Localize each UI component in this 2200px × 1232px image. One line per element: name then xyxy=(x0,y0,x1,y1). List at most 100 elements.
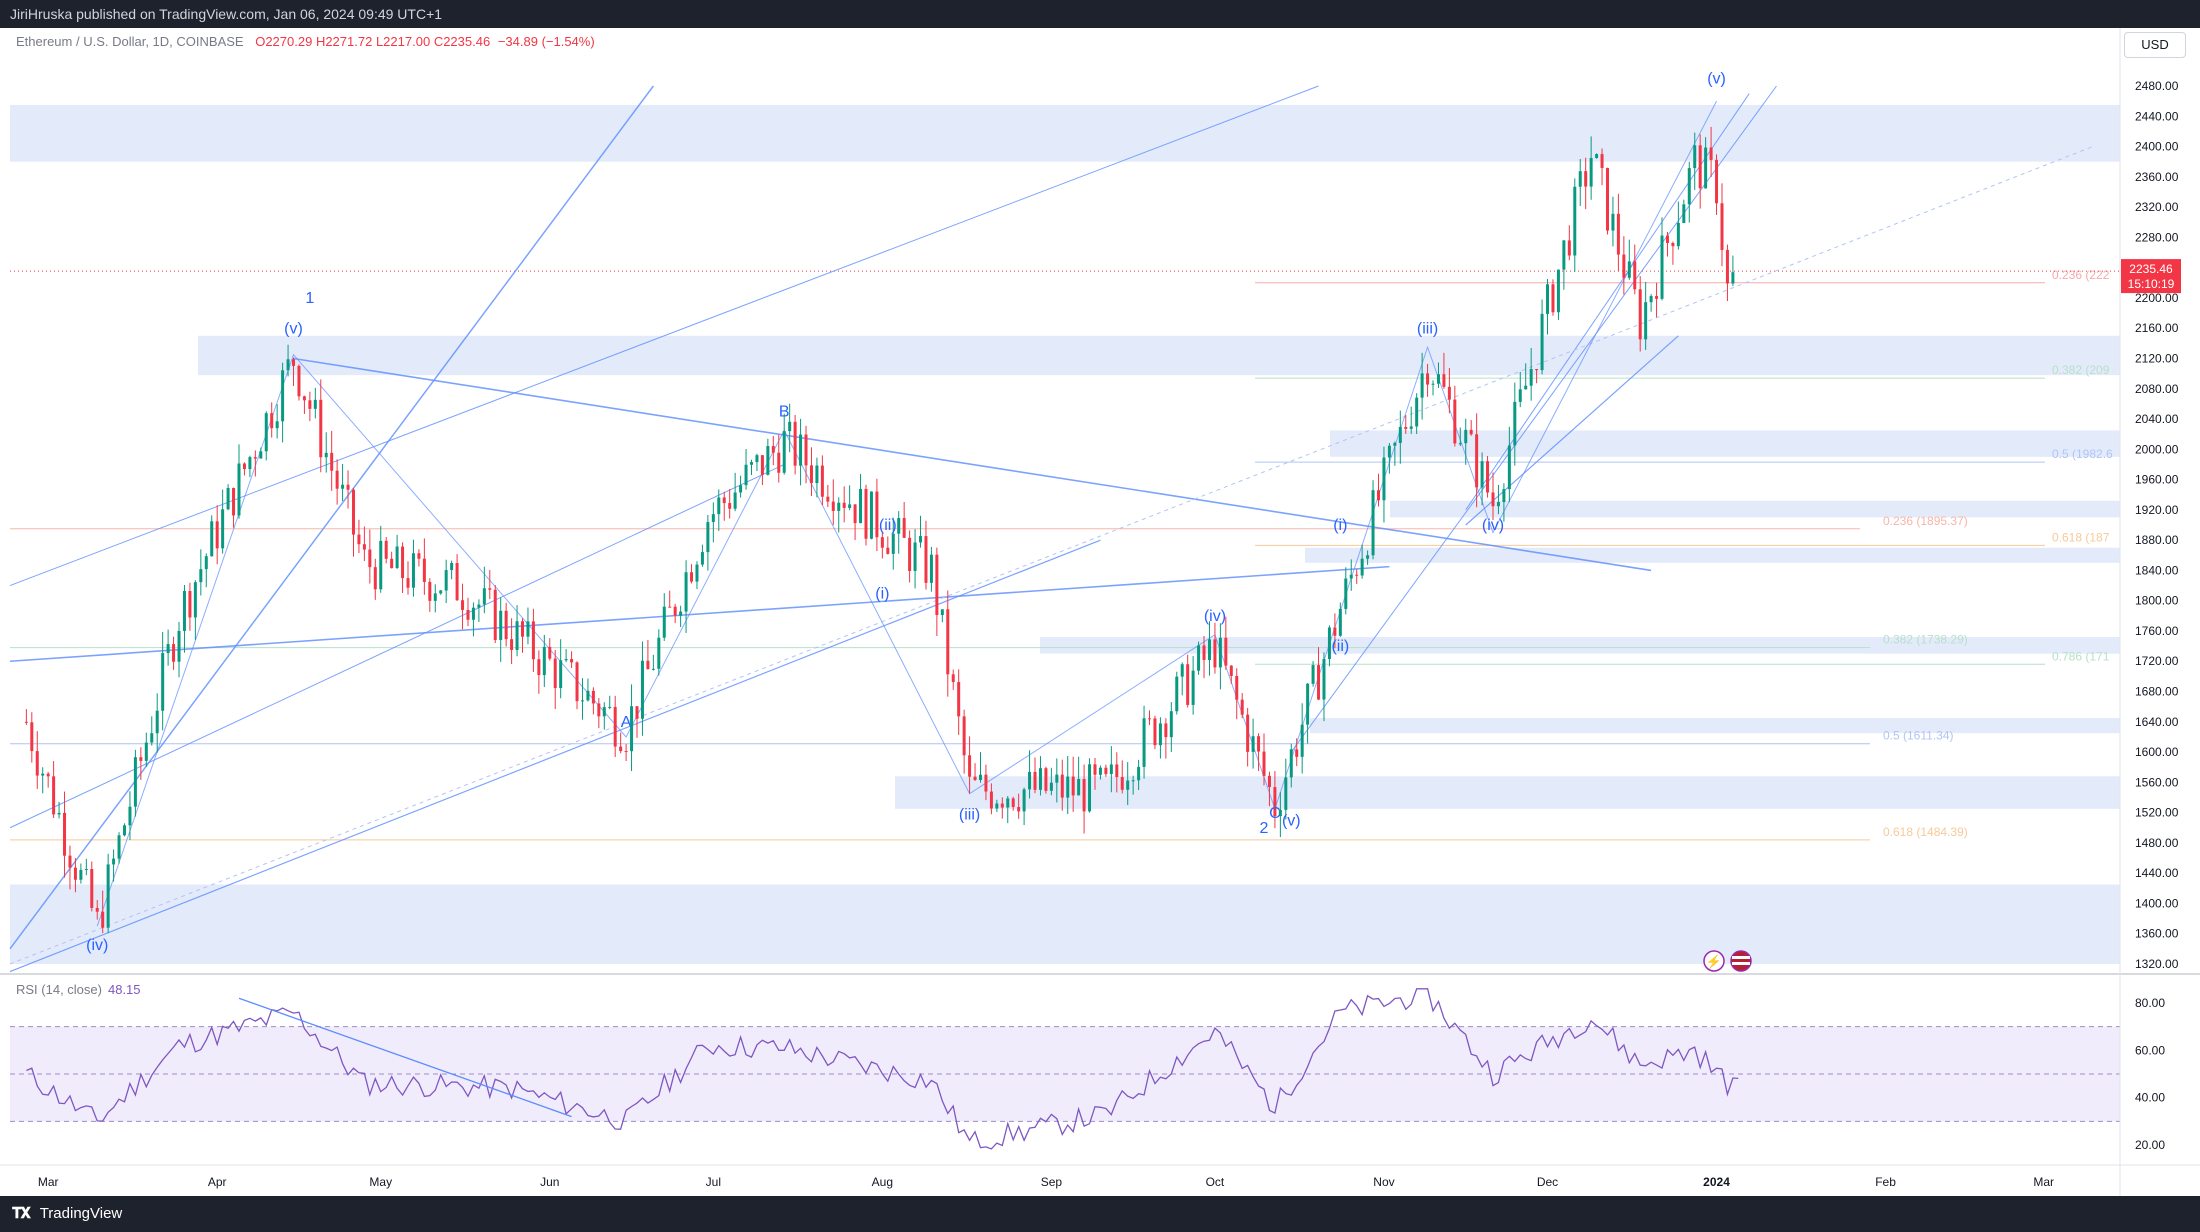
candle-body xyxy=(1066,776,1070,798)
candle-body xyxy=(90,868,94,908)
price-zone xyxy=(10,884,2120,964)
wave-label: 1 xyxy=(305,290,314,307)
currency-button[interactable]: USD xyxy=(2124,32,2186,58)
candle-body xyxy=(1682,204,1686,223)
trend-line xyxy=(1465,93,1750,511)
open-value: O2270.29 xyxy=(255,34,313,49)
wave-label: (iii) xyxy=(1417,320,1438,337)
fib-label: 0.5 (1611.34) xyxy=(1883,729,1954,743)
candle-body xyxy=(793,421,797,466)
candle-body xyxy=(384,540,388,559)
candle-body xyxy=(488,588,492,590)
candle-body xyxy=(182,591,186,631)
candle-body xyxy=(1327,627,1331,660)
candle-body xyxy=(161,653,165,711)
candle-body xyxy=(133,757,137,807)
candle-body xyxy=(924,536,928,583)
candle-body xyxy=(1137,766,1141,781)
x-tick-label: 2024 xyxy=(1703,1175,1730,1189)
axes: 2480.00 2440.00 2400.00 2360.00 2320.00 2280.… xyxy=(0,28,2200,1196)
candle-body xyxy=(635,706,639,719)
candle-body xyxy=(417,553,421,559)
wave-label: (ii) xyxy=(879,517,897,534)
candle-body xyxy=(1627,261,1631,278)
y-tick-label: 2200.00 xyxy=(2135,291,2179,305)
y-tick-label: 2320.00 xyxy=(2135,200,2179,214)
candle-body xyxy=(253,457,257,459)
wave-label: (iv) xyxy=(1482,517,1504,534)
candle-body xyxy=(379,540,383,590)
x-tick-label: Jun xyxy=(540,1175,559,1189)
y-tick-label: 1520.00 xyxy=(2135,806,2179,820)
candle-body xyxy=(232,488,236,516)
candle-body xyxy=(281,370,285,422)
candle-body xyxy=(1109,764,1113,775)
candle-body xyxy=(804,434,808,466)
candle-body xyxy=(1584,171,1588,187)
candle-body xyxy=(1562,240,1566,270)
candle-body xyxy=(144,742,148,761)
candle-body xyxy=(1709,147,1713,160)
y-tick-label: 2480.00 xyxy=(2135,79,2179,93)
footer-bar: 𝐓𝐗 TradingView xyxy=(0,1196,2200,1232)
candle-body xyxy=(63,812,67,856)
fib-label: 0.236 (222 xyxy=(2052,268,2110,282)
candle-body xyxy=(335,470,339,489)
candle-body xyxy=(521,621,525,637)
y-tick-label: 1480.00 xyxy=(2135,836,2179,850)
candle-body xyxy=(313,399,317,409)
candle-body xyxy=(706,522,710,553)
candle-body xyxy=(651,668,655,670)
wave-label: (iv) xyxy=(86,937,108,954)
candle-body xyxy=(531,621,535,660)
candle-body xyxy=(962,716,966,756)
candle-body xyxy=(580,700,584,702)
high-value: H2271.72 xyxy=(315,34,373,49)
candle-body xyxy=(940,609,944,616)
candle-body xyxy=(1033,771,1037,790)
x-tick-label: Mar xyxy=(2033,1175,2054,1189)
candle-body xyxy=(1600,154,1604,168)
wave-label: C xyxy=(1269,805,1281,822)
y-tick-label: 1320.00 xyxy=(2135,957,2179,971)
candle-body xyxy=(1169,711,1173,738)
candle-body xyxy=(95,907,99,912)
y-tick-label: 1720.00 xyxy=(2135,654,2179,668)
candle-body xyxy=(215,521,219,549)
candle-body xyxy=(1398,427,1402,443)
candle-body xyxy=(1000,803,1004,808)
candle-body xyxy=(897,518,901,534)
x-tick-label: Feb xyxy=(1875,1175,1896,1189)
y-tick-label: 1680.00 xyxy=(2135,685,2179,699)
candle-body xyxy=(193,582,197,618)
candle-body xyxy=(210,521,214,557)
candle-body xyxy=(602,707,606,717)
candle-body xyxy=(482,588,486,605)
candle-body xyxy=(624,751,628,753)
candle-body xyxy=(1458,443,1462,445)
candle-body xyxy=(1486,461,1490,493)
candle-body xyxy=(166,644,170,654)
candle-body xyxy=(1158,723,1162,746)
x-tick-label: Sep xyxy=(1041,1175,1063,1189)
symbol-name: Ethereum / U.S. Dollar, 1D, COINBASE xyxy=(16,34,244,49)
wave-label: A xyxy=(621,714,632,731)
candle-body xyxy=(1104,767,1108,775)
candle-body xyxy=(52,776,56,815)
candle-body xyxy=(559,660,563,689)
candle-body xyxy=(1671,242,1675,247)
price-zone xyxy=(1330,430,2120,457)
candle-body xyxy=(1475,434,1479,488)
tradingview-logo-icon: 𝐓𝐗 xyxy=(12,1205,31,1222)
candle-body xyxy=(1355,574,1359,576)
candle-body xyxy=(1567,240,1571,256)
fib-label: 0.618 (187 xyxy=(2052,530,2110,544)
candle-body xyxy=(106,864,110,928)
candle-body xyxy=(837,502,841,511)
footer-brand[interactable]: TradingView xyxy=(39,1205,123,1222)
candle-body xyxy=(1028,771,1032,790)
candle-body xyxy=(640,660,644,719)
candle-body xyxy=(1038,768,1042,790)
candle-body xyxy=(1360,558,1364,576)
